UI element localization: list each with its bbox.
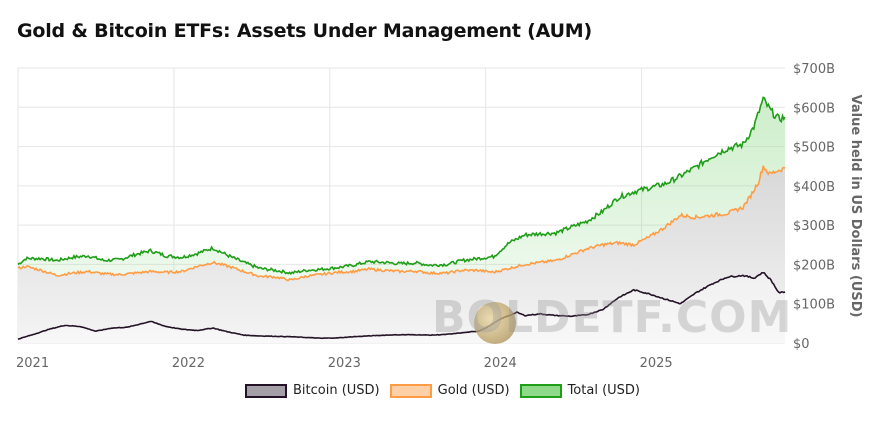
bitcoin-swatch-icon xyxy=(244,383,287,398)
series-lines xyxy=(17,96,786,340)
y-tick-label: $400B xyxy=(793,180,835,195)
y-tick-label: $0 xyxy=(793,337,810,352)
series-areas xyxy=(18,97,785,344)
legend: Bitcoin (USD) Gold (USD) Total (USD) xyxy=(0,383,885,398)
logo-coin-icon xyxy=(474,302,516,344)
y-tick-label: $100B xyxy=(793,298,835,313)
x-tick-label: 2023 xyxy=(328,356,361,371)
legend-item-gold[interactable]: Gold (USD) xyxy=(389,383,510,398)
x-tick-label: 2025 xyxy=(640,356,673,371)
x-axis-ticks: 2021 2022 2023 2024 2025 xyxy=(16,356,673,371)
y-axis-ticks: $0 $100B $200B $300B $400B $500B $600B $700B xyxy=(793,62,835,352)
x-tick-label: 2022 xyxy=(172,356,205,371)
x-tick-label: 2021 xyxy=(16,356,49,371)
legend-item-bitcoin[interactable]: Bitcoin (USD) xyxy=(244,383,380,398)
watermark: BOLDETF.COM xyxy=(432,292,793,343)
gold-line xyxy=(17,165,786,282)
gold-area xyxy=(18,165,785,343)
y-tick-label: $200B xyxy=(793,258,835,273)
bitcoin-area xyxy=(18,272,785,343)
y-axis-label: Value held in US Dollars (USD) xyxy=(848,95,863,318)
legend-label-total: Total (USD) xyxy=(567,383,640,398)
aum-chart: $0 $100B $200B $300B $400B $500B $600B $700B 20… xyxy=(16,62,863,371)
total-swatch-icon xyxy=(519,383,562,398)
legend-label-gold: Gold (USD) xyxy=(437,383,510,398)
y-tick-label: $300B xyxy=(793,219,835,234)
x-tick-label: 2024 xyxy=(484,356,517,371)
y-tick-label: $500B xyxy=(793,141,835,156)
legend-label-bitcoin: Bitcoin (USD) xyxy=(292,383,380,398)
legend-item-total[interactable]: Total (USD) xyxy=(519,383,640,398)
y-tick-label: $700B xyxy=(793,62,835,77)
gold-swatch-icon xyxy=(389,383,432,398)
chart-title: Gold & Bitcoin ETFs: Assets Under Manage… xyxy=(17,20,592,42)
total-line xyxy=(17,96,786,276)
y-tick-label: $600B xyxy=(793,101,835,116)
bitcoin-line xyxy=(17,272,786,340)
